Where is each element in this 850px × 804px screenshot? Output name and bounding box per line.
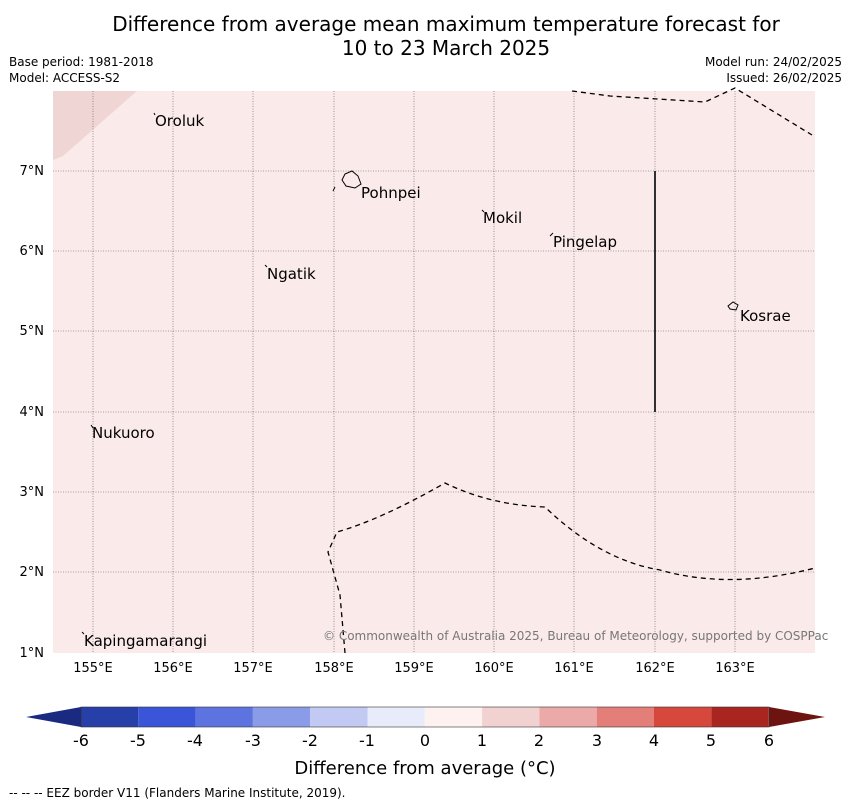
colorbar-bin [539,707,597,727]
lon-label: 155°E [73,661,113,676]
colorbar-tick: -1 [359,731,375,750]
issued-date: Issued: 26/02/2025 [726,71,842,85]
lon-label: 163°E [715,661,755,676]
colorbar-bin [195,707,253,727]
lon-label: 160°E [474,661,514,676]
lat-label: 3°N [19,485,45,500]
lat-label: 4°N [19,405,45,420]
meta-left: Base period: 1981-2018 Model: ACCESS-S2 [9,54,154,86]
map-background [53,91,815,653]
lat-label: 6°N [19,244,45,259]
chart-title: Difference from average mean maximum tem… [0,12,850,60]
kosrae-island [727,301,739,311]
colorbar-bin [138,707,196,727]
colorbar-bin [310,707,368,727]
colorbar-bin [81,707,139,727]
lat-label: 1°N [19,646,45,661]
lon-label: 158°E [314,661,354,676]
place-label-ngatik: Ngatik [267,265,316,283]
place-label-kosrae: Kosrae [740,307,791,325]
lat-label: 5°N [19,324,45,339]
lon-label: 156°E [153,661,193,676]
copyright-notice: © Commonwealth of Australia 2025, Bureau… [323,629,829,643]
colorbar-tick: 1 [476,731,488,750]
colorbar [26,706,825,728]
place-label-kapingamarangi: Kapingamarangi [84,632,208,650]
colorbar-title: Difference from average (°C) [294,758,556,779]
colorbar-tick: 4 [648,731,660,750]
lon-label: 162°E [635,661,675,676]
lon-label: 157°E [233,661,273,676]
colorbar-extend-low [26,707,81,727]
meta-right: Model run: 24/02/2025 Issued: 26/02/2025 [705,54,842,86]
colorbar-tick: -4 [187,731,203,750]
lat-label: 7°N [19,164,45,179]
colorbar-tick: 2 [533,731,545,750]
lon-label: 159°E [394,661,434,676]
place-label-nukuoro: Nukuoro [92,424,155,442]
colorbar-bin [482,707,540,727]
model-run: Model run: 24/02/2025 [704,55,842,69]
colorbar-bin [424,707,483,727]
colorbar-tick: 3 [591,731,603,750]
place-label-pingelap: Pingelap [553,233,618,251]
model-name: Model: ACCESS-S2 [9,71,121,85]
colorbar-bin [596,707,654,727]
colorbar-tick: 5 [705,731,717,750]
lon-label: 161°E [554,661,594,676]
colorbar-tick: 0 [419,731,431,750]
eez-footnote: -- -- -- EEZ border V11 (Flanders Marine… [9,786,346,800]
base-period: Base period: 1981-2018 [9,55,154,69]
colorbar-bin [654,707,712,727]
colorbar-bin [367,707,425,727]
colorbar-tick: 6 [763,731,775,750]
place-label-pohnpei: Pohnpei [361,184,421,202]
title-line-1: Difference from average mean maximum tem… [112,12,780,36]
colorbar-tick: -5 [130,731,146,750]
colorbar-bin [252,707,311,727]
colorbar-tick: -6 [73,731,89,750]
map-corner-shade [53,91,137,160]
lat-label: 2°N [19,565,45,580]
colorbar-tick: -2 [302,731,318,750]
colorbar-bins [81,707,769,727]
island-outlines [81,112,739,635]
place-label-oroluk: Oroluk [155,112,205,130]
colorbar-tick: -3 [245,731,261,750]
colorbar-bin [711,707,769,727]
title-line-2: 10 to 23 March 2025 [341,36,551,60]
place-label-mokil: Mokil [483,209,523,227]
colorbar-extend-high [769,707,825,727]
pohnpei-island [341,170,362,189]
